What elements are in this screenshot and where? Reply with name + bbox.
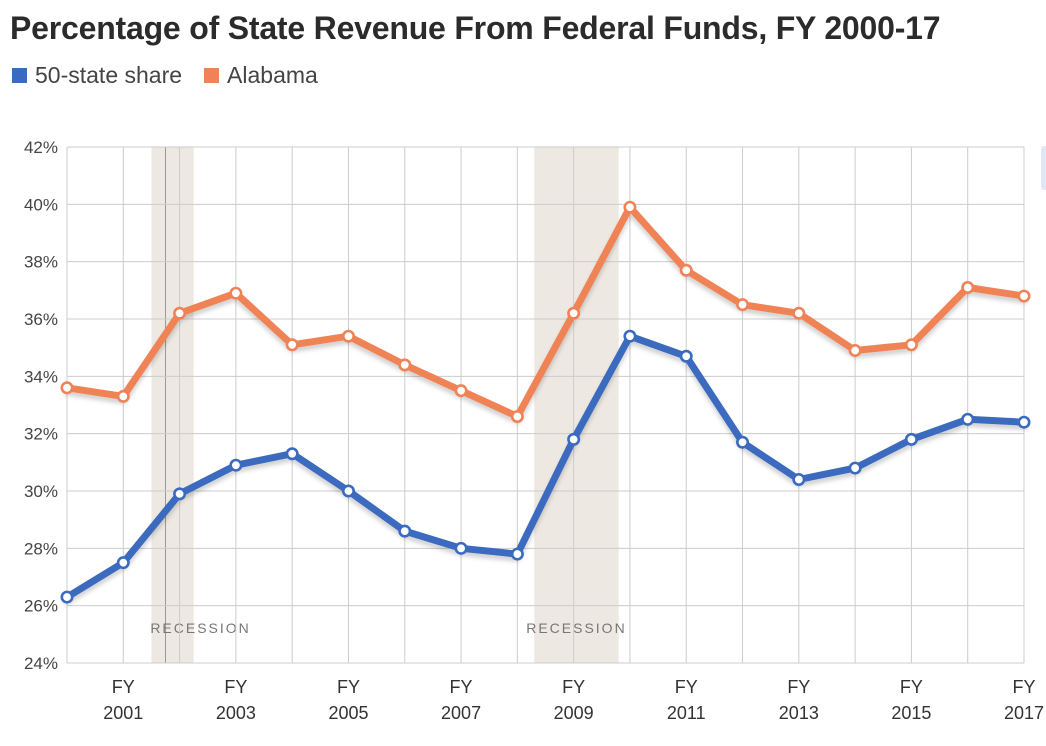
x-tick-label-year: 2001 [103, 703, 143, 723]
x-tick-label-fy: FY [900, 677, 923, 697]
chart-series [60, 200, 1031, 604]
data-point-alabama [848, 344, 862, 358]
legend-label-50-state-share: 50-state share [35, 62, 183, 88]
x-tick-label-fy: FY [337, 677, 360, 697]
y-tick-label: 32% [24, 425, 58, 444]
legend-label-alabama: Alabama [227, 62, 318, 88]
data-point-alabama [567, 306, 581, 320]
data-point-50-state-share [341, 484, 355, 498]
data-point-alabama [1017, 289, 1031, 303]
x-tick-label-year: 2017 [1004, 703, 1044, 723]
x-tick-label-fy: FY [675, 677, 698, 697]
data-point-50-state-share [904, 432, 918, 446]
series-50-state-share [60, 329, 1031, 604]
chart-grid [66, 146, 1025, 664]
data-point-50-state-share [736, 435, 750, 449]
x-tick-label-year: 2007 [441, 703, 481, 723]
data-point-alabama [510, 409, 524, 423]
data-point-alabama [454, 384, 468, 398]
legend-swatch-50-state-share [12, 68, 27, 83]
y-tick-label: 38% [24, 253, 58, 272]
y-tick-label: 28% [24, 539, 58, 558]
data-point-50-state-share [792, 473, 806, 487]
y-axis-ticks: 24% 26% 28% 30% 32% 34% 36% 38% 40% 42% [24, 138, 58, 673]
y-tick-label: 24% [24, 654, 58, 673]
x-tick-label-year: 2013 [779, 703, 819, 723]
data-point-50-state-share [116, 556, 130, 570]
data-point-50-state-share [398, 524, 412, 538]
y-tick-label: 42% [24, 138, 58, 157]
data-point-alabama [398, 358, 412, 372]
y-tick-label: 36% [24, 310, 58, 329]
side-tab[interactable] [1041, 146, 1046, 190]
chart-legend: 50-state share Alabama [12, 62, 340, 89]
data-point-alabama [736, 298, 750, 312]
data-point-50-state-share [679, 349, 693, 363]
data-point-alabama [679, 263, 693, 277]
legend-item-50-state-share[interactable]: 50-state share [12, 62, 182, 89]
x-tick-label-year: 2003 [216, 703, 256, 723]
data-point-alabama [116, 389, 130, 403]
x-tick-label-year: 2005 [328, 703, 368, 723]
data-point-alabama [285, 338, 299, 352]
recession-label-2: RECESSION [526, 620, 626, 636]
x-axis-ticks: FY 2001 FY 2003 FY 2005 FY 2007 FY 2009 FY 2011 FY 20… [103, 677, 1044, 723]
data-point-50-state-share [229, 458, 243, 472]
y-tick-label: 30% [24, 482, 58, 501]
legend-swatch-alabama [204, 68, 220, 83]
data-point-alabama [623, 200, 637, 214]
data-point-alabama [173, 306, 187, 320]
x-tick-label-fy: FY [1012, 677, 1035, 697]
legend-item-alabama[interactable]: Alabama [204, 62, 318, 89]
data-point-alabama [904, 338, 918, 352]
data-point-50-state-share [623, 329, 637, 343]
y-tick-label: 40% [24, 195, 58, 214]
data-point-50-state-share [173, 487, 187, 501]
series-line-50-state-share [63, 332, 1028, 601]
data-point-50-state-share [60, 590, 74, 604]
data-point-50-state-share [567, 432, 581, 446]
recession-band-1 [151, 147, 194, 663]
x-tick-label-fy: FY [112, 677, 135, 697]
data-point-50-state-share [961, 412, 975, 426]
y-tick-label: 26% [24, 597, 58, 616]
recession-label-1: RECESSION [150, 620, 250, 636]
data-point-alabama [229, 286, 243, 300]
data-point-alabama [60, 381, 74, 395]
y-tick-label: 34% [24, 367, 58, 386]
series-alabama [60, 200, 1031, 423]
data-point-50-state-share [1017, 415, 1031, 429]
x-tick-label-year: 2011 [667, 703, 706, 723]
x-tick-label-fy: FY [787, 677, 810, 697]
x-tick-label-fy: FY [562, 677, 585, 697]
series-line-alabama [63, 203, 1028, 420]
data-point-50-state-share [848, 461, 862, 475]
x-tick-label-fy: FY [450, 677, 473, 697]
x-tick-label-fy: FY [224, 677, 247, 697]
data-point-50-state-share [454, 541, 468, 555]
chart-title: Percentage of State Revenue From Federal… [10, 10, 941, 46]
x-tick-label-year: 2015 [891, 703, 931, 723]
data-point-50-state-share [285, 447, 299, 461]
data-point-50-state-share [510, 547, 524, 561]
recession-bands: RECESSION RECESSION [150, 147, 626, 663]
recession-band-2 [534, 147, 619, 663]
data-point-alabama [792, 306, 806, 320]
data-point-alabama [341, 329, 355, 343]
data-point-alabama [961, 280, 975, 294]
x-tick-label-year: 2009 [554, 703, 594, 723]
